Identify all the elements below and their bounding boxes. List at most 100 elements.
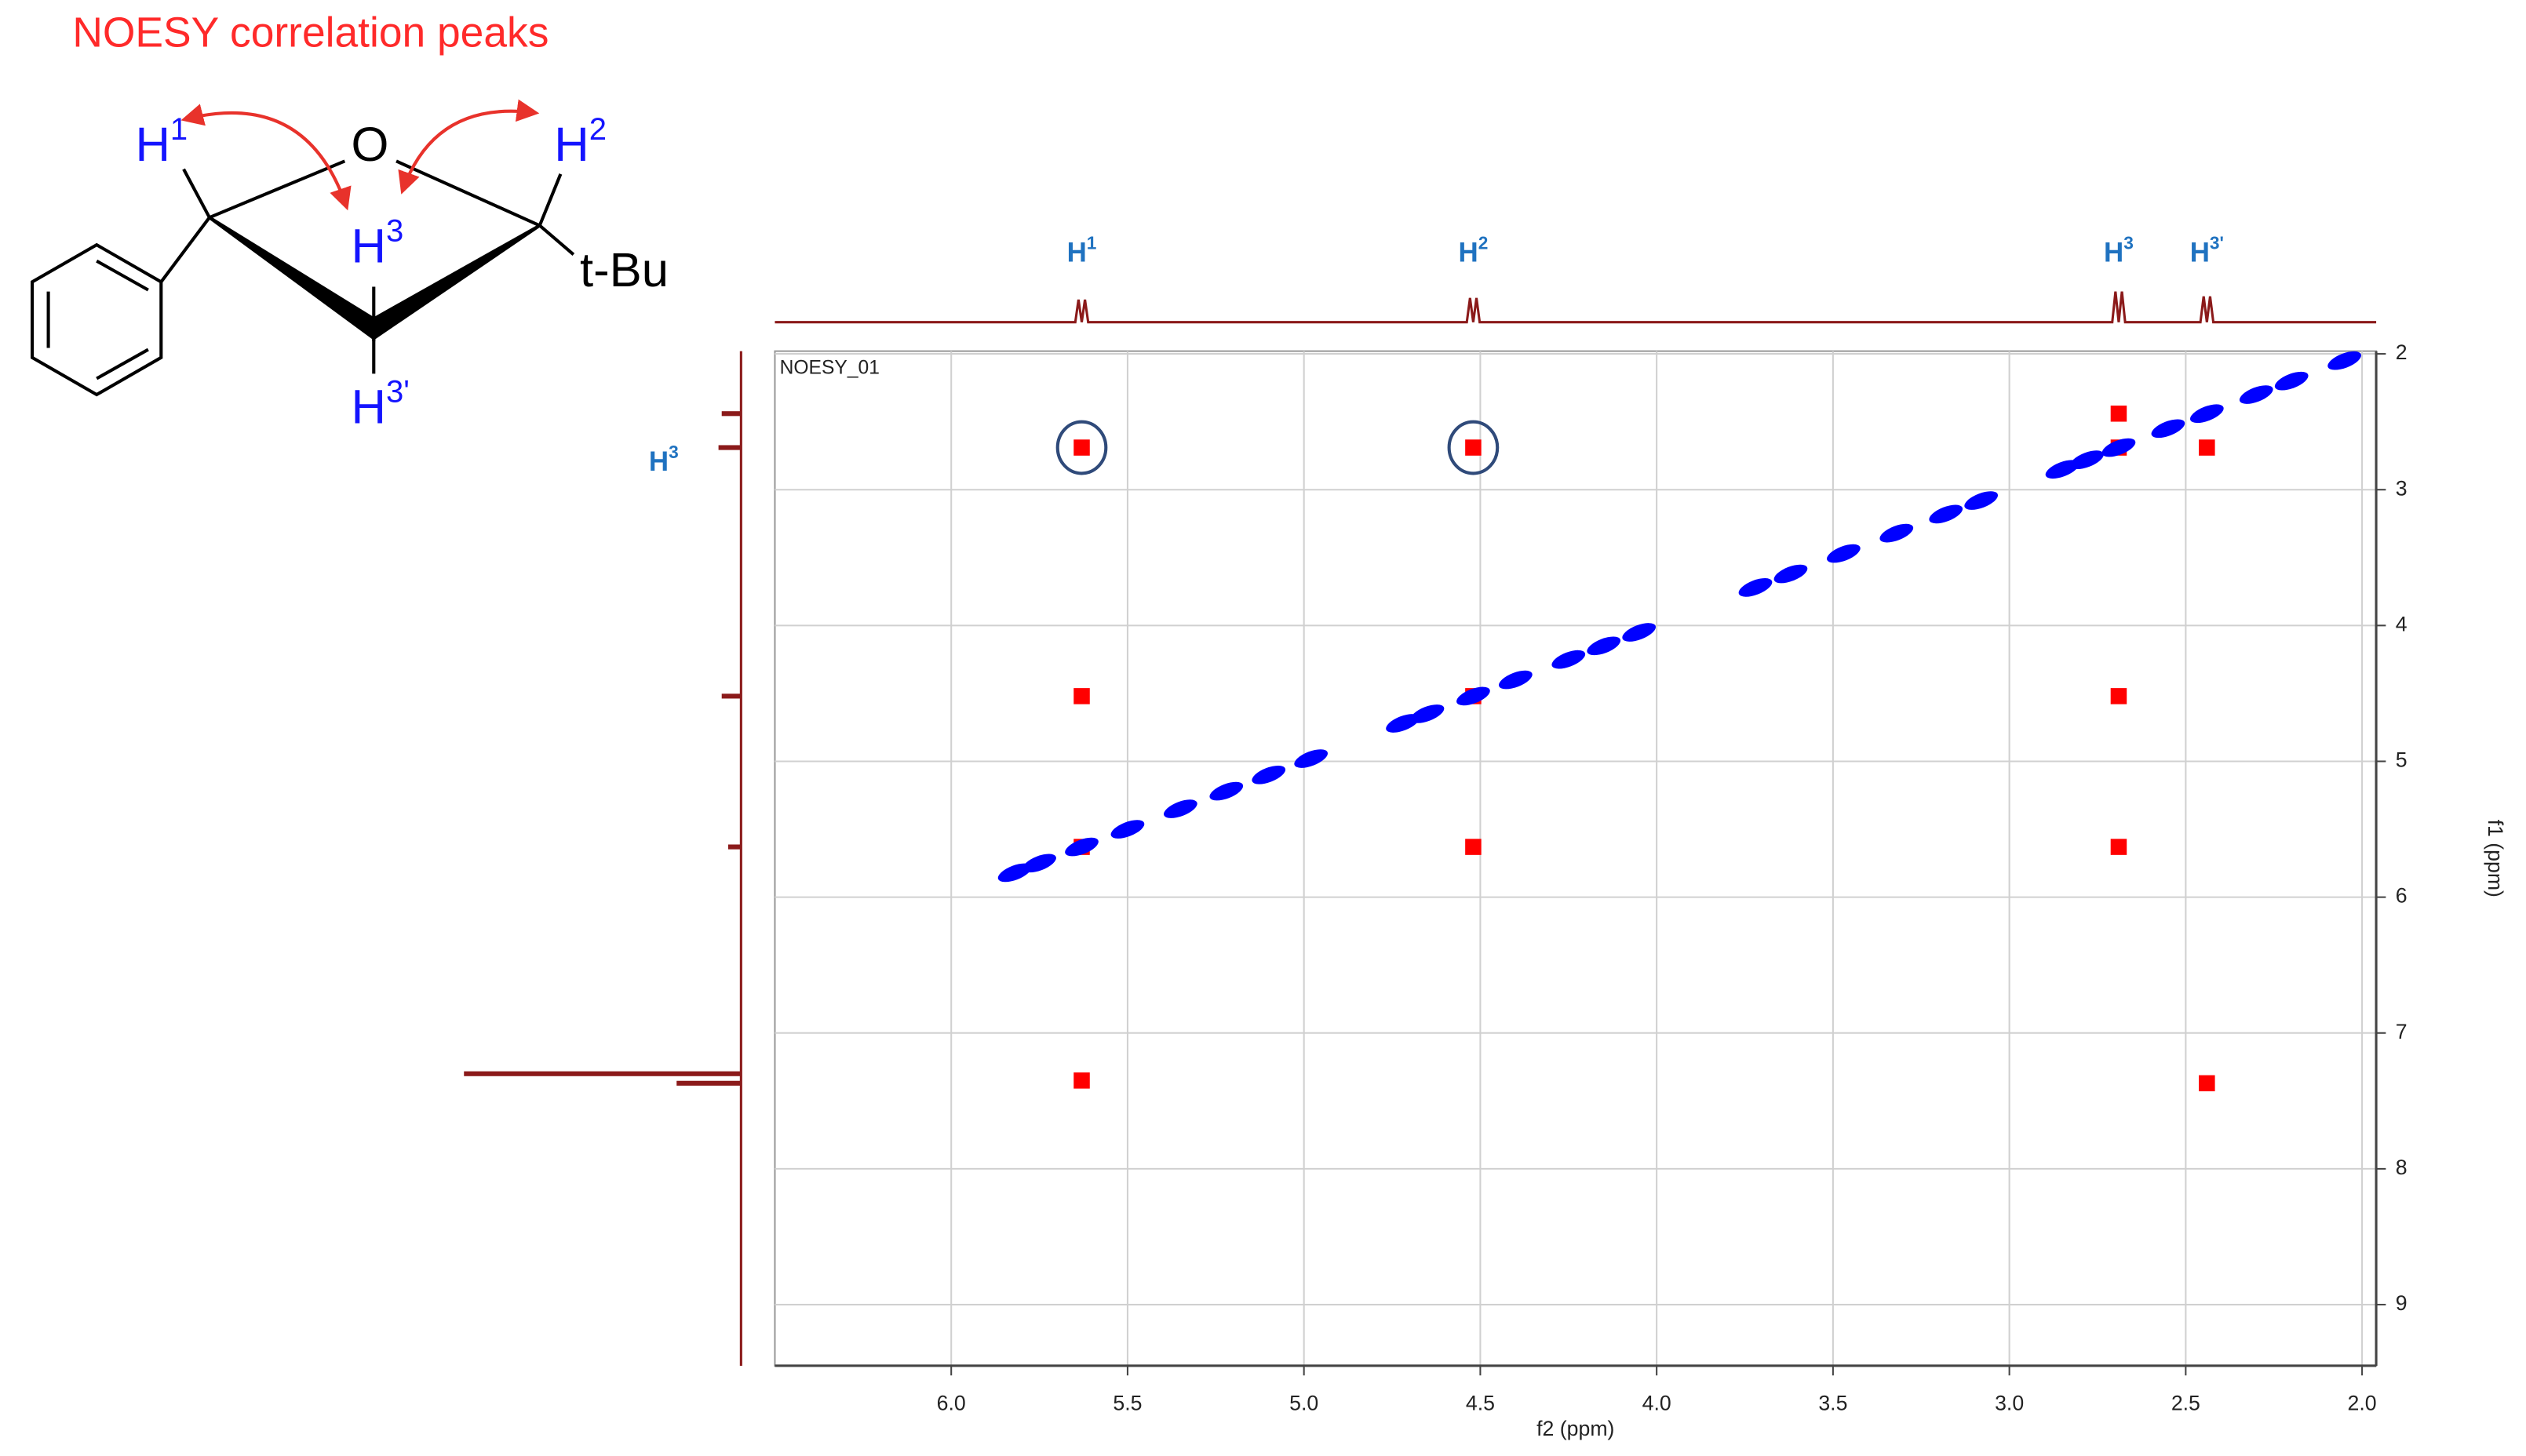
peak-label: H2 — [1459, 232, 1489, 268]
cross-peak — [1465, 839, 1482, 855]
diagonal-peak — [2151, 419, 2185, 439]
diagonal-peak — [1964, 491, 1999, 510]
x-tick-label: 2.0 — [2348, 1391, 2377, 1414]
diagonal-peak — [1065, 837, 1099, 857]
diagonal-peak — [1410, 704, 1445, 723]
y-tick-label: 8 — [2396, 1156, 2408, 1179]
atom-label-base: H — [135, 118, 169, 172]
noe-arrow — [180, 104, 352, 211]
diagonal-peak — [1252, 765, 1286, 784]
peak-label: H3' — [2190, 232, 2224, 268]
f1-peak-label: H3 — [649, 442, 679, 477]
peak-label-sup: 2 — [1478, 232, 1489, 253]
f1-projection-peak — [721, 693, 742, 699]
x-tick-label: 5.0 — [1289, 1391, 1318, 1414]
atom-label-sup: 3' — [386, 374, 410, 409]
diagonal-peak — [1551, 650, 1586, 669]
atom-label-base: O — [352, 118, 389, 172]
bond — [538, 224, 575, 256]
x-axis-label: f2 (ppm) — [1536, 1417, 1614, 1440]
atom-label: H3 — [352, 213, 404, 274]
atom-label: O — [352, 118, 389, 172]
noe-arrow — [398, 99, 540, 195]
f1-projection-peak — [727, 844, 742, 850]
atom-label-sup: 3 — [386, 213, 403, 248]
diagonal-peak — [1209, 781, 1244, 801]
atom-label-base: H — [554, 118, 589, 172]
y-tick-label: 4 — [2396, 612, 2408, 635]
atom-label-sup: 2 — [589, 112, 607, 147]
diagonal-peak — [2070, 450, 2104, 469]
highlight-circle — [1055, 420, 1108, 475]
y-tick-label: 5 — [2396, 748, 2408, 772]
molecule — [31, 99, 575, 397]
atom-label: t-Bu — [580, 243, 669, 297]
highlight-circle — [1447, 420, 1500, 475]
bond — [159, 216, 211, 283]
diagonal-peak — [2101, 438, 2136, 457]
diagonal-peak — [1929, 504, 1963, 524]
cross-peak — [1073, 439, 1090, 456]
bond — [96, 348, 149, 380]
atom-label-sup: 1 — [170, 112, 188, 147]
wedge-bond — [208, 216, 376, 342]
peak-label-sup: 3' — [2210, 232, 2224, 253]
x-tick-label: 4.5 — [1466, 1391, 1495, 1414]
annotation: NOESY_01 — [780, 358, 880, 379]
f1-projection-peak — [721, 411, 742, 417]
bond — [395, 159, 541, 228]
bond — [96, 259, 149, 292]
y-tick-label: 7 — [2396, 1020, 2408, 1043]
diagonal-peak — [1110, 820, 1145, 839]
x-tick-label: 3.0 — [1995, 1391, 2024, 1414]
f1-peak-label-base: H — [649, 446, 669, 477]
f1-peak-label-sup: 3 — [669, 442, 679, 462]
bond — [538, 173, 563, 227]
cross-peak — [2110, 688, 2127, 704]
atom-label: H2 — [554, 112, 607, 173]
diagonal-peak — [1827, 544, 1861, 563]
diagonal-peak — [1022, 854, 1056, 873]
diagonal-peak — [1622, 623, 1657, 642]
peak-label-sup: 1 — [1087, 232, 1097, 253]
x-tick-label: 2.5 — [2171, 1391, 2200, 1414]
x-tick-label: 4.0 — [1642, 1391, 1671, 1414]
f1-projection-peak — [464, 1071, 742, 1076]
y-axis-label: f1 (ppm) — [2484, 820, 2507, 897]
f1-projection-peak — [718, 445, 742, 450]
diagonal-peak — [1164, 799, 1197, 818]
atom-label-base: t-Bu — [580, 243, 669, 297]
diagonal-peak — [1456, 686, 1490, 706]
diagonal-peak — [2274, 371, 2309, 391]
diagonal-peak — [1499, 670, 1533, 690]
y-tick-label: 6 — [2396, 884, 2408, 908]
y-tick-label: 3 — [2396, 476, 2408, 500]
peak-label: H1 — [1067, 232, 1097, 268]
wedge-bond — [372, 224, 541, 342]
peak-label-sup: 3 — [2123, 232, 2134, 253]
bond — [209, 159, 346, 220]
diagonal-peak — [1879, 523, 1914, 543]
f1-projection-peak — [676, 1080, 742, 1086]
phenyl-ring — [31, 242, 163, 397]
x-tick-label: 3.5 — [1818, 1391, 1847, 1414]
cross-peak — [1073, 1072, 1090, 1089]
cross-peak — [2110, 839, 2127, 855]
f2-projection — [775, 291, 2377, 324]
peak-label-base: H — [2190, 238, 2210, 268]
x-tick-label: 6.0 — [937, 1391, 966, 1414]
figure-title: NOESY correlation peaks — [72, 9, 549, 56]
y-tick-label: 2 — [2396, 340, 2408, 364]
diagonal-peak — [2189, 404, 2224, 424]
peak-label-base: H — [1067, 238, 1087, 268]
atom-label: H1 — [135, 112, 188, 173]
atom-label-base: H — [352, 380, 386, 435]
diagonal-peak — [2239, 385, 2273, 404]
plot-area — [774, 350, 2378, 1367]
atom-label: H3' — [352, 374, 410, 435]
y-tick-label: 9 — [2396, 1291, 2408, 1315]
cross-peak — [1465, 439, 1482, 456]
diagonal-peak — [1773, 564, 1808, 584]
